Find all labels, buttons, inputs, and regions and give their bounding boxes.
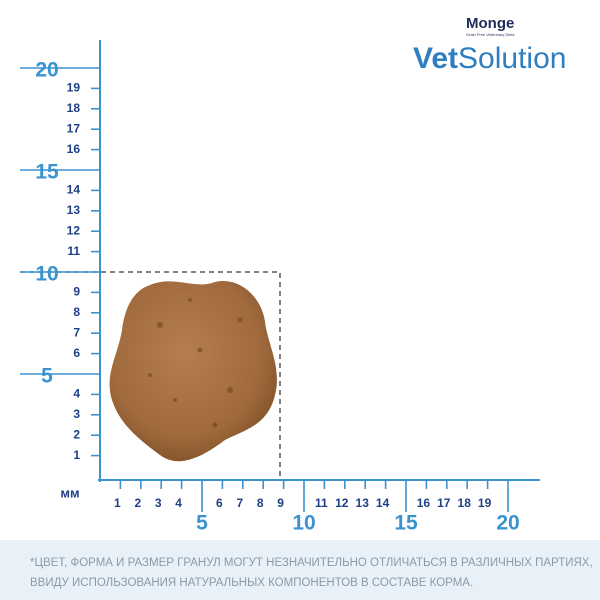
y-label: 8 [73, 305, 80, 319]
x-label: 8 [257, 496, 264, 510]
y-label: 1 [73, 448, 80, 462]
x-label: 12 [335, 496, 349, 510]
y-label: 4 [73, 387, 80, 401]
y-label: 17 [67, 121, 81, 135]
y-label-major: 5 [41, 365, 53, 388]
y-label: 19 [67, 81, 81, 95]
unit-label: мм [60, 485, 79, 500]
product-name-bold: Vet [413, 42, 458, 75]
x-label: 16 [417, 496, 431, 510]
note-line: *ЦВЕТ, ФОРМА И РАЗМЕР ГРАНУЛ МОГУТ НЕЗНА… [30, 557, 593, 569]
y-label: 13 [67, 203, 81, 217]
x-label: 18 [458, 496, 472, 510]
x-label-major: 5 [196, 512, 208, 535]
y-label: 14 [67, 183, 81, 197]
y-label: 6 [73, 346, 80, 360]
note-line: ВВИДУ ИСПОЛЬЗОВАНИЯ НАТУРАЛЬНЫХ КОМПОНЕН… [30, 577, 473, 589]
product-name-light: Solution [458, 42, 566, 75]
y-label-major: 15 [35, 161, 59, 184]
x-label-major: 15 [394, 512, 418, 535]
x-label: 4 [175, 496, 182, 510]
y-label: 16 [67, 142, 81, 156]
y-label: 12 [67, 223, 81, 237]
y-label: 18 [67, 101, 81, 115]
x-label-major: 20 [496, 512, 519, 535]
note-band [0, 540, 600, 600]
x-label: 2 [134, 496, 141, 510]
kibble [109, 281, 277, 462]
y-label-major: 10 [35, 263, 58, 286]
x-label-major: 10 [292, 512, 315, 535]
x-label: 11 [315, 496, 328, 510]
y-label: 9 [73, 285, 80, 299]
x-label: 19 [478, 496, 492, 510]
x-label: 13 [356, 496, 370, 510]
y-label-major: 20 [35, 59, 58, 82]
kibble-texture [148, 298, 243, 428]
brand-tagline: Grain Free Veterinary Diets [466, 32, 514, 37]
x-label: 1 [114, 496, 121, 510]
brand-name: Monge [466, 15, 514, 32]
x-label: 9 [277, 496, 284, 510]
x-label: 3 [155, 496, 162, 510]
y-label: 2 [73, 427, 80, 441]
y-label: 7 [73, 325, 80, 339]
size-box [20, 271, 281, 478]
product-name: VetSolution [413, 42, 566, 75]
x-label: 14 [376, 496, 390, 510]
x-label: 17 [437, 496, 451, 510]
x-label: 6 [216, 496, 223, 510]
y-label: 3 [73, 407, 80, 421]
x-label: 7 [236, 496, 243, 510]
y-label: 11 [67, 244, 80, 258]
